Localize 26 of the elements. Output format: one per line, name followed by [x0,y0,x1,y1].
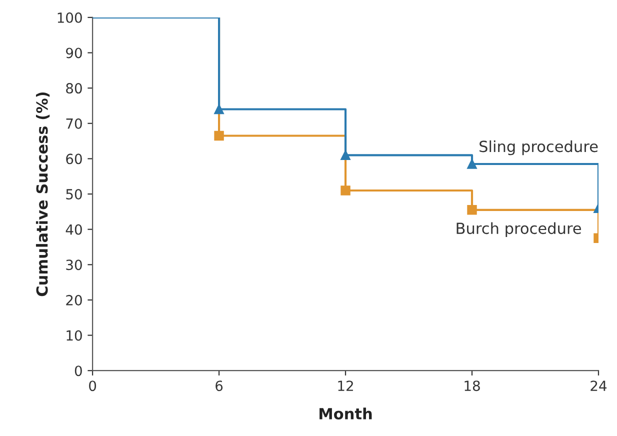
x-tick-label: 18 [464,380,480,392]
y-tick-label: 10 [66,330,82,341]
x-tick-label: 24 [590,380,607,391]
x-tick-label: 12 [338,380,353,391]
series-label: Burch procedure [456,222,582,238]
point [340,186,350,196]
point [467,159,477,169]
y-axis-title: Cumulative Success (%) [36,92,50,296]
y-tick-label: 80 [66,83,82,94]
y-tick-label: 70 [66,118,82,129]
point [467,205,477,215]
y-tick-label: 20 [66,294,82,306]
series-label: Sling procedure [480,140,598,156]
point [214,130,224,141]
x-axis-title: Month [320,408,372,420]
y-tick-label: 0 [74,366,82,376]
x-tick-label: 0 [89,380,96,392]
point [340,150,350,160]
y-tick-label: 50 [66,188,82,200]
y-tick-label: 40 [66,224,82,235]
y-tick-label: 30 [66,260,82,270]
point [214,104,224,114]
x-tick-label: 6 [216,380,223,392]
y-tick-label: 60 [66,154,82,164]
y-tick-label: 100 [58,12,82,23]
y-tick-label: 90 [66,48,82,58]
